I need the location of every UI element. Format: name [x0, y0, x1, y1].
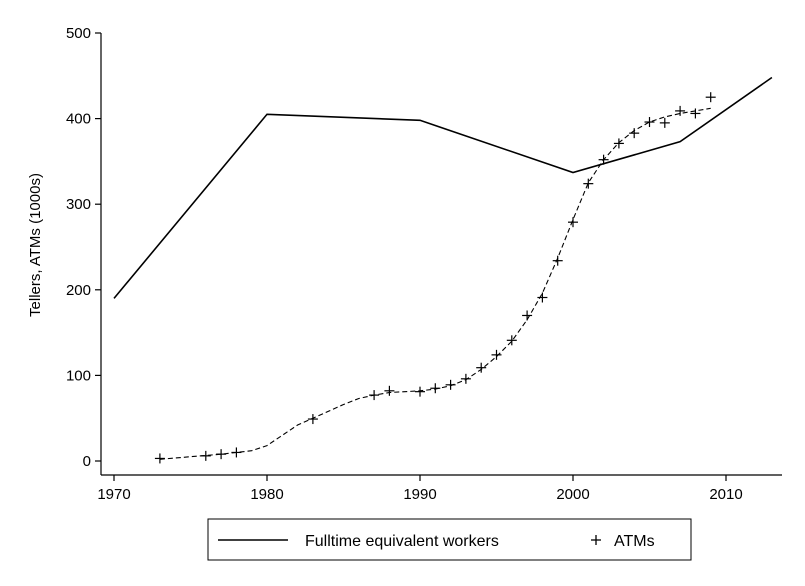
series-workers-line [113, 76, 773, 299]
atm-point-2000 [568, 217, 578, 228]
atm-point-1998 [537, 292, 548, 303]
chart-axes: 0 100 200 300 400 500 1970 1980 1990 2000 2010 [66, 25, 782, 503]
x-tick-label-2000: 2000 [556, 486, 589, 503]
y-tick-label-0: 0 [83, 453, 91, 470]
y-tick-label-500: 500 [66, 25, 91, 42]
atm-point-2007 [675, 105, 686, 116]
y-axis-title: Tellers, ATMs (1000s) [27, 173, 44, 317]
legend-box [207, 518, 692, 561]
y-tick-label-100: 100 [66, 367, 91, 384]
atm-point-1999 [552, 255, 563, 266]
atm-point-2003 [613, 138, 624, 149]
y-tick-label-200: 200 [66, 282, 91, 299]
atm-point-2005 [644, 117, 655, 128]
atm-point-1995 [491, 349, 502, 360]
legend-label-workers: Fulltime equivalent workers [305, 533, 499, 550]
y-tick-label-400: 400 [66, 111, 91, 128]
atm-point-1990 [415, 386, 425, 397]
legend-label-atms: ATMs [614, 533, 655, 550]
x-tick-label-1990: 1990 [403, 486, 436, 503]
atm-point-1983 [307, 414, 318, 425]
legend-plus-swatch [591, 535, 601, 545]
atm-point-1994 [476, 362, 487, 373]
atm-point-2006 [659, 117, 670, 128]
atm-point-2009 [705, 92, 716, 103]
atm-point-1973 [154, 453, 165, 464]
atm-point-1993 [460, 373, 471, 384]
x-tick-label-2010: 2010 [709, 486, 742, 503]
atm-point-1988 [384, 385, 395, 396]
y-tick-label-300: 300 [66, 196, 91, 213]
x-tick-label-1970: 1970 [97, 486, 130, 503]
atm-point-2001 [583, 178, 594, 189]
legend: Fulltime equivalent workers ATMs [207, 518, 692, 561]
chart-plot-area [113, 76, 773, 464]
x-tick-label-1980: 1980 [250, 486, 283, 503]
series-atm-trend-line [159, 107, 711, 460]
atm-point-1996 [506, 335, 517, 346]
atm-point-2008 [690, 108, 701, 119]
atm-point-2004 [629, 128, 640, 139]
